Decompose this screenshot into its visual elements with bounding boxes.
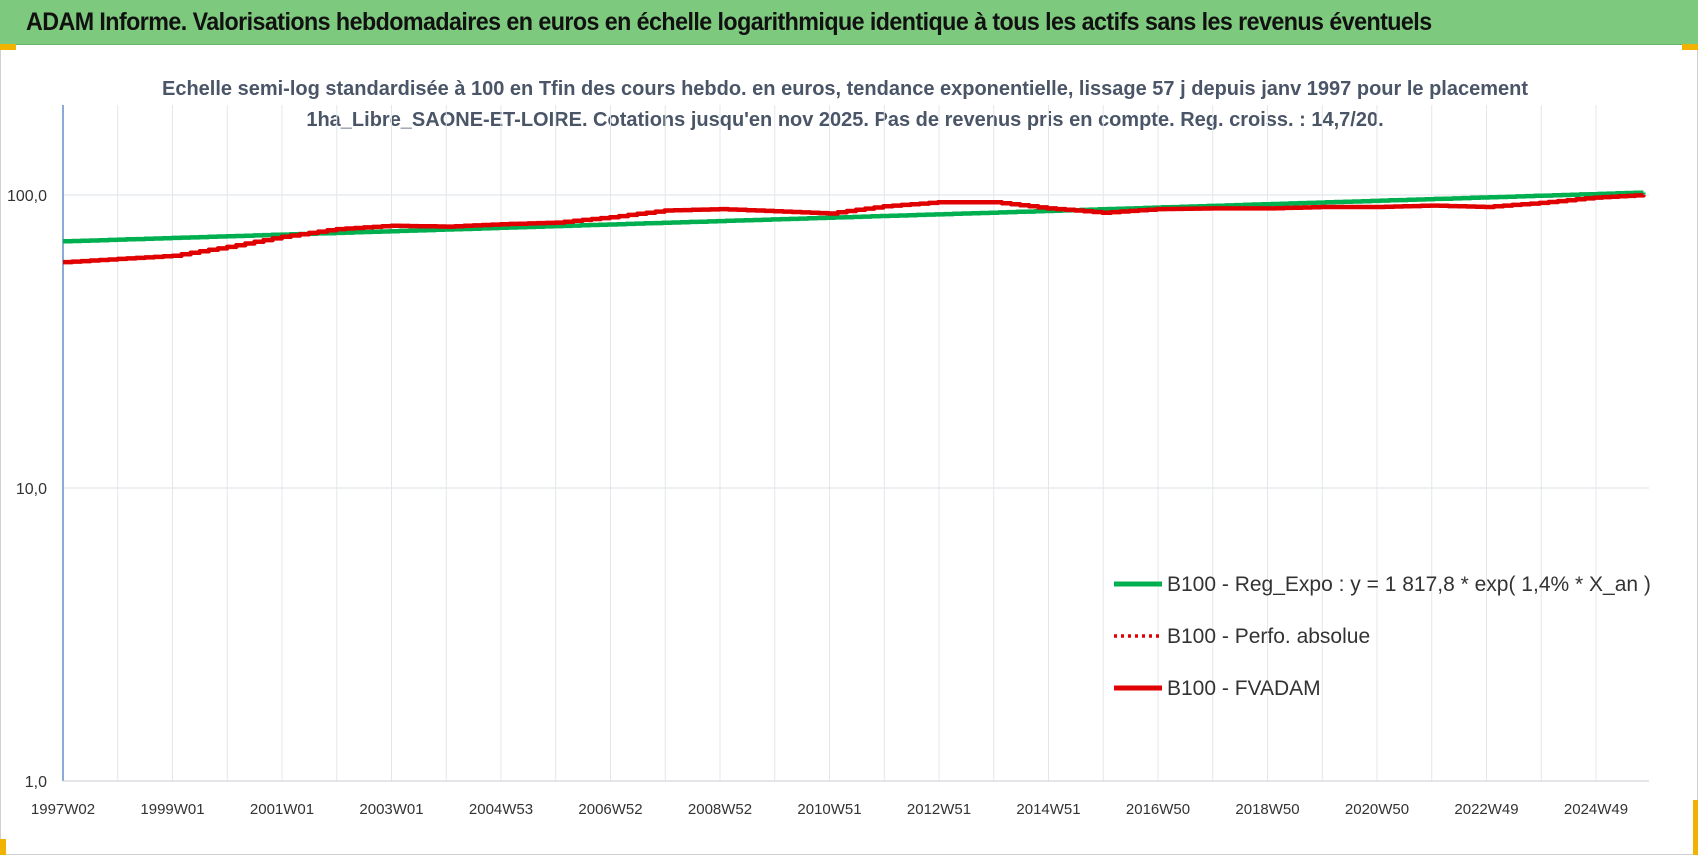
x-tick-label: 2008W52 — [688, 801, 752, 818]
x-tick-label: 2018W50 — [1235, 801, 1299, 818]
corner-marker — [1693, 800, 1698, 855]
x-tick-label: 2024W49 — [1564, 801, 1628, 818]
legend-label: B100 - FVADAM — [1167, 677, 1321, 700]
x-tick-label: 2006W52 — [578, 801, 642, 818]
x-tick-label: 2012W51 — [907, 801, 971, 818]
corner-marker — [0, 839, 6, 855]
corner-marker — [1682, 44, 1698, 50]
header-banner: ADAM Informe. Valorisations hebdomadaire… — [0, 0, 1698, 45]
y-tick-label: 1,0 — [25, 774, 47, 791]
legend-label: B100 - Perfo. absolue — [1167, 625, 1370, 648]
fvadam-line — [63, 193, 1646, 265]
x-tick-label: 2010W51 — [797, 801, 861, 818]
x-tick-label: 2004W53 — [469, 801, 533, 818]
chart-title: Echelle semi-log standardisée à 100 en T… — [161, 78, 1529, 131]
x-tick-label: 2003W01 — [359, 801, 423, 818]
x-tick-label: 1999W01 — [140, 801, 204, 818]
page-title: ADAM Informe. Valorisations hebdomadaire… — [26, 8, 1432, 36]
legend-label: B100 - Reg_Expo : y = 1 817,8 * exp( 1,4… — [1167, 573, 1651, 596]
x-tick-label: 2014W51 — [1016, 801, 1080, 818]
x-tick-label: 2016W50 — [1126, 801, 1190, 818]
y-tick-label: 100,0 — [7, 188, 47, 205]
x-tick-label: 2022W49 — [1454, 801, 1518, 818]
x-tick-label: 2001W01 — [250, 801, 314, 818]
y-tick-label: 10,0 — [16, 481, 47, 498]
corner-marker — [0, 44, 16, 50]
x-tick-label: 1997W02 — [31, 801, 95, 818]
x-tick-label: 2020W50 — [1345, 801, 1409, 818]
